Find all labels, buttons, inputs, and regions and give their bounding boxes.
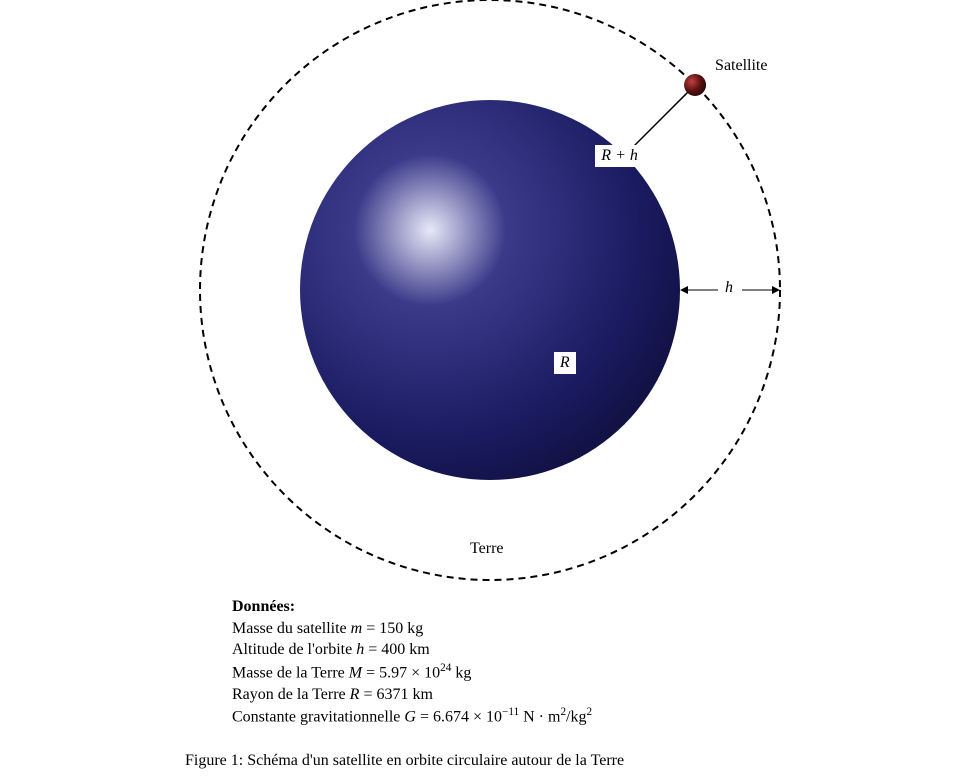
satellite-label: Satellite: [715, 57, 767, 75]
data-line: Altitude de l'orbite h = 400 km: [232, 639, 592, 661]
earth-label: Terre: [470, 540, 504, 558]
diagram-container: R + h R h Satellite Terre: [0, 0, 979, 610]
data-title: Données:: [232, 596, 592, 618]
satellite-dot: [684, 74, 706, 96]
label-R-plus-h: R + h: [595, 145, 644, 167]
data-line: Masse du satellite m = 150 kg: [232, 618, 592, 640]
figure-caption: Figure 1: Schéma d'un satellite en orbit…: [185, 752, 624, 770]
data-block: Données: Masse du satellite m = 150 kgAl…: [232, 596, 592, 728]
data-line: Masse de la Terre M = 5.97 × 1024 kg: [232, 661, 592, 684]
data-line: Rayon de la Terre R = 6371 km: [232, 684, 592, 706]
altitude-arrowhead-left: [680, 286, 688, 294]
altitude-arrowhead-right: [772, 286, 780, 294]
data-line: Constante gravitationnelle G = 6.674 × 1…: [232, 705, 592, 728]
label-R: R: [554, 352, 576, 374]
label-h: h: [725, 279, 733, 297]
data-lines: Masse du satellite m = 150 kgAltitude de…: [232, 618, 592, 729]
